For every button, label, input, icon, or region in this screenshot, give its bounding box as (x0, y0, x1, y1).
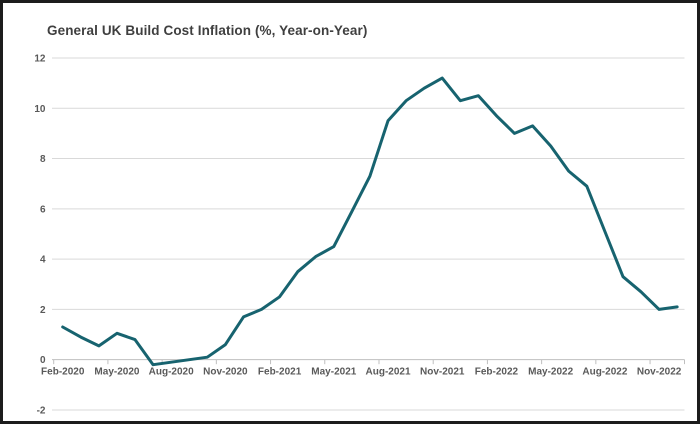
y-axis-label: 2 (40, 305, 46, 316)
y-axis-label: 12 (34, 54, 46, 65)
y-axis-label: 0 (40, 355, 46, 366)
y-axis-label: 8 (40, 154, 46, 165)
x-axis-label: Nov-2020 (203, 367, 248, 378)
x-axis-label: Nov-2022 (637, 367, 682, 378)
x-axis-label: Nov-2021 (420, 367, 465, 378)
line-chart: 12 10 8 6 4 2 0 -2 Feb-2020 May-2020 Aug-2020 Nov-2… (34, 54, 685, 416)
x-axis-label: Aug-2022 (582, 367, 627, 378)
x-axis-label: May-2021 (311, 367, 356, 378)
x-axis-label: Feb-2021 (258, 367, 302, 378)
y-axis-label: 6 (40, 204, 46, 215)
x-axis-label: Aug-2020 (149, 367, 194, 378)
x-axis-label: Feb-2020 (41, 367, 85, 378)
x-axis-label: Feb-2022 (475, 367, 519, 378)
y-axis-label: 4 (40, 255, 46, 266)
x-axis-label: Aug-2021 (366, 367, 411, 378)
chart-title: General UK Build Cost Inflation (%, Year… (47, 23, 368, 38)
x-axis-label: May-2020 (94, 367, 139, 378)
x-axis-label: May-2022 (528, 367, 573, 378)
y-axis-label: 10 (34, 104, 46, 115)
inflation-series-line (61, 76, 679, 367)
y-axis-label: -2 (37, 405, 46, 416)
